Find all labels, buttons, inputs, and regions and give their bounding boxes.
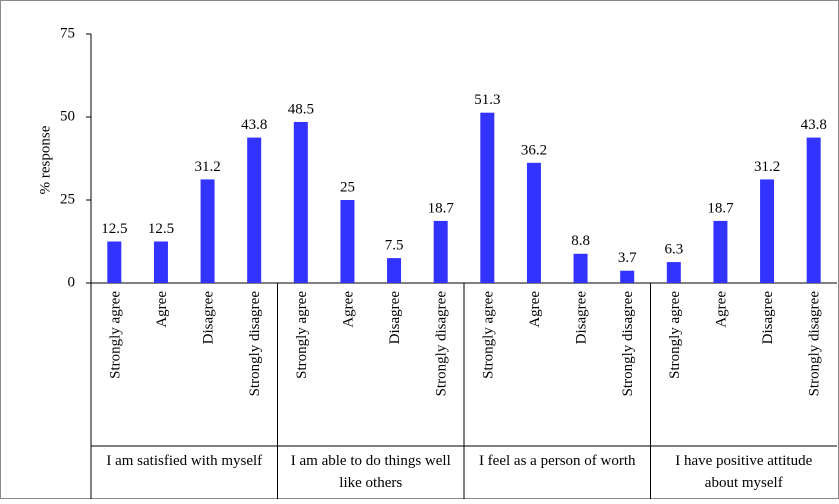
bar <box>573 253 588 283</box>
bar <box>293 121 308 283</box>
x-tick-label: Disagree <box>760 291 776 345</box>
x-tick-label: Strongly agree <box>480 291 496 379</box>
value-label: 31.2 <box>194 159 220 175</box>
group-label: I am satisfied with myself <box>106 453 263 469</box>
bar <box>153 241 168 283</box>
x-tick-label: Agree <box>340 291 356 328</box>
x-tick-label: Strongly disagree <box>620 291 636 397</box>
x-tick-label: Strongly disagree <box>247 291 263 397</box>
bar <box>713 220 728 283</box>
group-label-box: I am satisfied with myself <box>106 453 263 469</box>
x-tick-label: Strongly disagree <box>434 291 450 397</box>
bar <box>107 241 122 283</box>
bar <box>806 137 821 283</box>
bar <box>247 137 262 283</box>
y-tick-label: 25 <box>60 191 75 207</box>
value-label: 51.3 <box>474 92 500 108</box>
value-label: 43.8 <box>801 117 827 133</box>
x-tick-label: Strongly agree <box>107 291 123 379</box>
group-label-box: I feel as a person of worth <box>478 453 636 469</box>
x-tick-label: Strongly disagree <box>807 291 823 397</box>
bar <box>200 179 215 283</box>
value-label: 31.2 <box>754 159 780 175</box>
value-label: 12.5 <box>148 221 174 237</box>
group-label-box: I am able to do things well like others <box>290 453 451 491</box>
x-tick-label: Disagree <box>387 291 403 345</box>
x-tick-label: Disagree <box>574 291 590 345</box>
x-tick-label: Disagree <box>201 291 217 345</box>
y-tick-label: 75 <box>60 25 75 41</box>
x-tick-label: Strongly agree <box>294 291 310 379</box>
value-label: 7.5 <box>385 238 404 254</box>
group-label: I have positive attitude about myself <box>675 453 813 491</box>
bar <box>666 262 681 283</box>
bar <box>433 220 448 283</box>
x-tick-label: Strongly agree <box>667 291 683 379</box>
bar <box>526 162 541 283</box>
x-tick-label: Agree <box>713 291 729 328</box>
y-tick-label: 50 <box>60 108 75 124</box>
group-label: I feel as a person of worth <box>478 453 636 469</box>
x-tick-label: Agree <box>527 291 543 328</box>
value-label: 8.8 <box>571 233 590 249</box>
bar <box>340 200 355 283</box>
y-axis-label: % response <box>37 125 53 194</box>
bar <box>760 179 775 283</box>
y-tick-label: 0 <box>68 274 76 290</box>
value-label: 36.2 <box>521 142 547 158</box>
bar <box>480 112 495 284</box>
bar <box>387 258 402 283</box>
value-label: 12.5 <box>101 221 127 237</box>
value-label: 18.7 <box>707 200 734 216</box>
group-label: I am able to do things well like others <box>290 453 451 491</box>
value-label: 43.8 <box>241 117 267 133</box>
value-label: 3.7 <box>618 250 637 266</box>
value-label: 25 <box>340 179 355 195</box>
x-tick-label: Agree <box>154 291 170 328</box>
value-label: 6.3 <box>664 242 683 258</box>
value-label: 48.5 <box>288 101 314 117</box>
bar <box>620 270 635 283</box>
value-label: 18.7 <box>428 200 455 216</box>
group-label-box: I have positive attitude about myself <box>675 453 813 491</box>
